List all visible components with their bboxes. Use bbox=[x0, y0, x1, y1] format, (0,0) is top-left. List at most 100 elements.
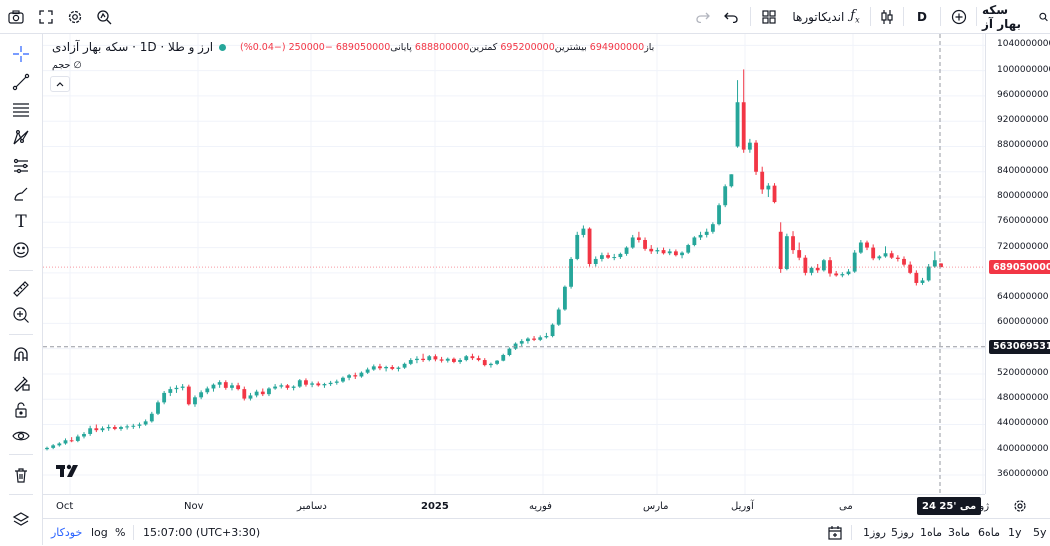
range-button[interactable]: 6ماه bbox=[978, 526, 1001, 539]
candle-body bbox=[902, 258, 906, 265]
undo-icon[interactable] bbox=[720, 0, 742, 33]
candle-body bbox=[365, 369, 370, 373]
range-button[interactable]: 5y bbox=[1033, 526, 1047, 539]
candle-body bbox=[452, 358, 456, 362]
fib-retracement-icon[interactable] bbox=[6, 95, 36, 125]
candle-body bbox=[254, 391, 259, 396]
price-tick-label: 640000000 bbox=[997, 292, 1049, 303]
top-toolbar: اندیکاتورها ƒx D سکه بهار آز bbox=[0, 0, 1050, 34]
collapse-legend-button[interactable] bbox=[50, 76, 70, 92]
ruler-icon[interactable] bbox=[6, 274, 36, 304]
candle-body bbox=[378, 366, 382, 369]
candle-body bbox=[495, 360, 499, 364]
candle-body bbox=[470, 356, 475, 359]
brush-icon[interactable] bbox=[6, 179, 36, 209]
candle-body bbox=[100, 428, 105, 431]
range-button[interactable]: 1روز bbox=[863, 526, 886, 539]
candle-body bbox=[310, 383, 315, 385]
time-tick-label: مارس bbox=[643, 501, 669, 512]
indicators-label: اندیکاتورها bbox=[792, 9, 845, 24]
tradingview-logo[interactable] bbox=[56, 462, 80, 480]
candle-body bbox=[125, 426, 130, 428]
redo-icon[interactable] bbox=[692, 0, 714, 33]
range-button[interactable]: 1ماه bbox=[920, 526, 943, 539]
compare-add-icon[interactable] bbox=[947, 0, 971, 33]
price-axis[interactable]: 360000000 400000000 440000000 480000000 5200… bbox=[985, 34, 1050, 494]
axis-settings-icon[interactable] bbox=[1012, 498, 1028, 514]
close-value: 689050000 bbox=[335, 42, 391, 53]
calendar-icon[interactable] bbox=[827, 519, 843, 546]
candle-body bbox=[291, 386, 296, 388]
candle-body bbox=[236, 385, 241, 390]
candle-body bbox=[267, 388, 271, 395]
candle-body bbox=[791, 236, 795, 251]
candle-body bbox=[230, 385, 234, 388]
lock-drawings-icon[interactable] bbox=[6, 368, 36, 398]
percent-scale-button[interactable]: % bbox=[115, 526, 126, 539]
unlock-icon[interactable] bbox=[6, 395, 36, 425]
range-button[interactable]: 5روز bbox=[891, 526, 914, 539]
candlestick-type-icon[interactable] bbox=[876, 0, 898, 33]
candle-body bbox=[865, 242, 869, 248]
volume-legend[interactable]: حجم ∅ bbox=[52, 60, 82, 71]
high-label: بیشترین bbox=[554, 42, 587, 53]
candle-body bbox=[766, 185, 771, 190]
price-chart[interactable] bbox=[43, 34, 985, 494]
candle-body bbox=[747, 142, 752, 150]
interval-button[interactable]: D bbox=[917, 9, 927, 24]
layout-grid-icon[interactable] bbox=[758, 0, 780, 33]
candle-body bbox=[199, 392, 204, 398]
candle-body bbox=[482, 360, 487, 366]
fullscreen-icon[interactable] bbox=[33, 0, 59, 33]
log-scale-button[interactable]: log bbox=[91, 526, 108, 539]
candle-body bbox=[630, 237, 635, 248]
text-tool-icon[interactable]: T bbox=[15, 212, 27, 232]
candle-body bbox=[69, 440, 74, 442]
candle-body bbox=[304, 380, 308, 385]
price-tick-label: 800000000 bbox=[997, 191, 1049, 202]
indicators-button[interactable]: اندیکاتورها ƒx bbox=[786, 0, 866, 33]
candle-body bbox=[772, 185, 777, 203]
candle-body bbox=[137, 424, 142, 426]
candle-body bbox=[544, 336, 549, 338]
candle-body bbox=[433, 356, 438, 360]
emoji-icon[interactable] bbox=[6, 235, 36, 265]
candle-body bbox=[180, 386, 185, 388]
candle-body bbox=[587, 228, 592, 264]
crosshair-icon[interactable] bbox=[6, 39, 36, 69]
candle-body bbox=[908, 264, 913, 273]
candle-body bbox=[710, 224, 715, 232]
time-axis[interactable]: OctNovدسامبر2025فوریهمارسآوریلمیژوئن bbox=[43, 494, 989, 519]
candle-body bbox=[476, 358, 481, 361]
range-button[interactable]: 3ماه bbox=[948, 526, 971, 539]
candle-body bbox=[704, 231, 709, 235]
price-tick-label: 400000000 bbox=[997, 443, 1049, 454]
auto-scale-button[interactable]: خودکار bbox=[51, 526, 83, 539]
candle-body bbox=[575, 234, 580, 259]
candle-body bbox=[643, 239, 647, 249]
candle-body bbox=[112, 427, 117, 429]
eye-icon[interactable] bbox=[6, 421, 36, 451]
timezone-clock[interactable]: 15:07:00 (UTC+3:30) bbox=[143, 526, 261, 539]
symbol-search-button[interactable]: سکه بهار آز bbox=[982, 0, 1048, 33]
series-legend: ارز و طلا · 1D · سکه بهار آزادی bbox=[52, 40, 227, 54]
magnet-icon[interactable] bbox=[6, 340, 36, 370]
gear-icon[interactable] bbox=[62, 0, 88, 33]
series-title[interactable]: ارز و طلا · 1D · سکه بهار آزادی bbox=[52, 40, 214, 54]
chart-pane[interactable] bbox=[43, 34, 985, 494]
replay-magnifier-icon[interactable] bbox=[91, 0, 117, 33]
candle-body bbox=[119, 427, 123, 429]
layers-icon[interactable] bbox=[6, 505, 36, 535]
crosshair-time-badge: 24 25' می bbox=[917, 497, 982, 515]
trend-line-icon[interactable] bbox=[6, 67, 36, 97]
pattern-icon[interactable] bbox=[6, 123, 36, 153]
zoom-in-icon[interactable] bbox=[6, 300, 36, 330]
candle-body bbox=[778, 231, 783, 270]
trash-icon[interactable] bbox=[6, 460, 36, 490]
time-tick-label: آوریل bbox=[731, 501, 754, 512]
change-value: −250000 (−0.04%) bbox=[240, 42, 333, 53]
candle-body bbox=[680, 252, 684, 256]
projection-icon[interactable] bbox=[6, 151, 36, 181]
camera-icon[interactable] bbox=[3, 0, 29, 33]
range-button[interactable]: 1y bbox=[1008, 526, 1022, 539]
